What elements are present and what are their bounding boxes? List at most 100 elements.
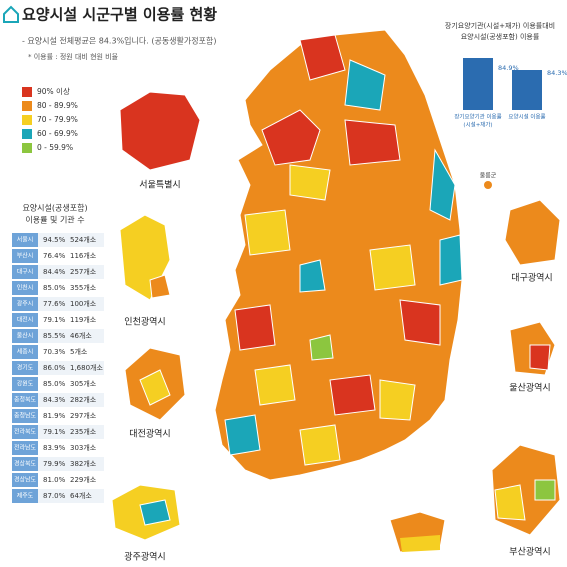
table-count: 257개소 bbox=[70, 267, 97, 276]
table-name-cell bbox=[12, 441, 38, 455]
table-rate: 85.0% bbox=[43, 380, 66, 388]
table-name: 경기도 bbox=[17, 364, 34, 372]
table-name-cell bbox=[12, 233, 38, 247]
table-name-cell bbox=[12, 393, 38, 407]
inset-label: 인천광역시 bbox=[124, 316, 165, 328]
table-name-cell bbox=[12, 329, 38, 343]
inset-label: 울산광역시 bbox=[509, 382, 550, 394]
table-name: 서울시 bbox=[17, 236, 34, 244]
table-name-cell bbox=[12, 281, 38, 295]
table-name: 세종시 bbox=[17, 348, 34, 356]
table-name: 제주도 bbox=[17, 492, 34, 500]
table-rate: 79.1% bbox=[43, 428, 66, 436]
table-rate: 76.4% bbox=[43, 252, 66, 260]
table-name-cell bbox=[12, 361, 38, 375]
table-name-cell bbox=[12, 425, 38, 439]
table-name: 울산시 bbox=[17, 332, 34, 340]
table-rate: 77.6% bbox=[43, 300, 66, 308]
title: 요양시설 시군구별 이용률 현황 bbox=[22, 6, 217, 24]
table-count: 229개소 bbox=[70, 475, 97, 484]
inset-label: 부산광역시 bbox=[509, 546, 550, 558]
house-icon bbox=[3, 5, 19, 23]
table-rate: 70.3% bbox=[43, 348, 66, 356]
table-name-cell bbox=[12, 345, 38, 359]
building-icons bbox=[463, 58, 542, 110]
legend-swatch bbox=[22, 115, 32, 125]
table-name: 전라북도 bbox=[14, 428, 37, 436]
table-count: 303개소 bbox=[70, 443, 97, 452]
comparison-label: (시설+재가) bbox=[463, 121, 492, 129]
table-name: 부산시 bbox=[17, 252, 34, 260]
table-name: 충청북도 bbox=[14, 396, 37, 404]
table-count: 116개소 bbox=[70, 251, 97, 260]
table-name: 대구시 bbox=[17, 268, 34, 276]
table-count: 100개소 bbox=[70, 299, 97, 308]
inset-maps bbox=[111, 91, 561, 541]
table-name: 광주시 bbox=[17, 301, 34, 308]
note: * 이용률 : 정원 대비 현원 비율 bbox=[28, 52, 119, 61]
table-name: 전라남도 bbox=[14, 444, 37, 452]
table-rate: 79.1% bbox=[43, 316, 66, 324]
comparison-label: 장기요양기관 이용률 bbox=[454, 113, 501, 121]
comparison-title: 요양시설(공생포함) 이용률 bbox=[461, 32, 540, 41]
legend-label: 90% 이상 bbox=[37, 86, 70, 96]
legend-swatch bbox=[22, 87, 32, 97]
table-rate: 84.3% bbox=[43, 396, 66, 404]
table-name-cell bbox=[12, 265, 38, 279]
table-count: 305개소 bbox=[70, 379, 97, 388]
legend-swatch bbox=[22, 101, 32, 111]
table-rate: 81.0% bbox=[43, 476, 66, 484]
table-name: 인천시 bbox=[17, 284, 34, 292]
table-name-cell bbox=[12, 489, 38, 503]
table-rate: 79.9% bbox=[43, 460, 66, 468]
legend-label: 70 - 79.9% bbox=[37, 115, 78, 124]
table-count: 5개소 bbox=[70, 347, 88, 356]
table-name: 대전시 bbox=[17, 316, 34, 324]
table-name-cell bbox=[12, 409, 38, 423]
table-rate: 81.9% bbox=[43, 412, 66, 420]
table-name: 강원도 bbox=[17, 380, 34, 388]
table-name-cell bbox=[12, 313, 38, 327]
table-count: 355개소 bbox=[70, 283, 97, 292]
table-rate: 85.0% bbox=[43, 284, 66, 292]
table-name-cell bbox=[12, 377, 38, 391]
map-label: 울릉군 bbox=[480, 173, 497, 180]
table-rate: 83.9% bbox=[43, 444, 66, 452]
comparison-value: 84.3% bbox=[547, 69, 567, 77]
table-name: 경상북도 bbox=[14, 460, 37, 468]
table-count: 297개소 bbox=[70, 411, 97, 420]
table-title: 요양시설(공생포함) bbox=[22, 203, 87, 213]
legend-label: 80 - 89.9% bbox=[37, 101, 78, 110]
table-name-cell bbox=[12, 457, 38, 471]
table-count: 119개소 bbox=[70, 315, 97, 324]
comparison-label: 요양시설 이용률 bbox=[508, 113, 545, 121]
table-rate: 94.5% bbox=[43, 236, 66, 244]
inset-label: 광주광역시 bbox=[124, 551, 165, 563]
inset-label: 대구광역시 bbox=[511, 272, 552, 284]
table-count: 46개소 bbox=[70, 331, 92, 340]
table-name-cell bbox=[12, 249, 38, 263]
table-name-cell bbox=[12, 297, 38, 311]
table-count: 235개소 bbox=[70, 427, 97, 436]
table-rate: 84.4% bbox=[43, 268, 66, 276]
inset-label: 서울특별시 bbox=[139, 180, 180, 191]
comparison-value: 84.9% bbox=[498, 64, 519, 72]
comparison-title: 장기요양기관(시설+재가) 이용률대비 bbox=[445, 21, 555, 30]
table-count: 382개소 bbox=[70, 459, 97, 468]
subtitle: - 요양시설 전체평균은 84.3%입니다. (공동생활가정포함) bbox=[22, 36, 216, 46]
table-rate: 85.5% bbox=[43, 332, 66, 340]
table-name-cell bbox=[12, 473, 38, 487]
table-rate: 87.0% bbox=[43, 492, 66, 500]
legend-swatch bbox=[22, 143, 32, 153]
table-count: 1,680개소 bbox=[70, 363, 103, 372]
table-count: 524개소 bbox=[70, 235, 97, 244]
table-rate: 86.0% bbox=[43, 364, 66, 372]
table-title: 이용률 및 기관 수 bbox=[25, 215, 84, 225]
legend-label: 60 - 69.9% bbox=[37, 129, 78, 138]
legend-swatch bbox=[22, 129, 32, 139]
inset-label: 대전광역시 bbox=[129, 428, 170, 440]
korea-map bbox=[214, 29, 492, 553]
legend-label: 0 - 59.9% bbox=[37, 143, 73, 152]
